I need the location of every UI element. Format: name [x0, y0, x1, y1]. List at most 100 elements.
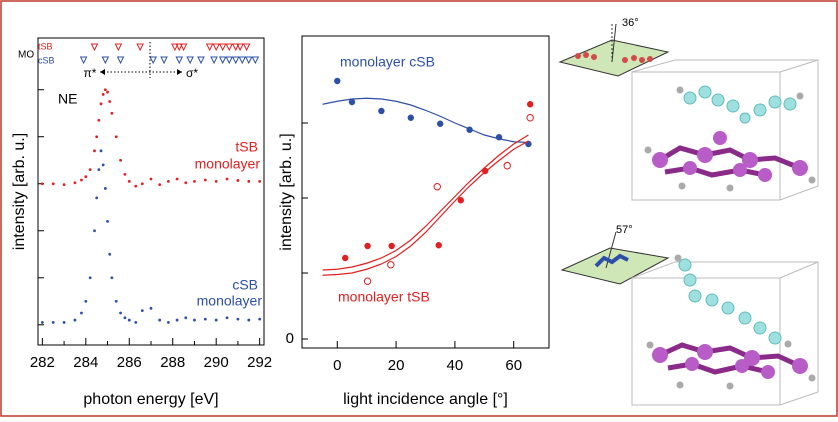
annotation: tSB [235, 139, 258, 155]
molecule-top [558, 23, 819, 201]
x-axis-title: photon energy [eV] [83, 391, 218, 408]
mo-level [136, 43, 144, 52]
annotation: cSB [38, 55, 55, 65]
mo-level [225, 56, 234, 65]
data-point [127, 318, 131, 322]
mo-level [149, 56, 157, 65]
data-point [51, 321, 55, 324]
x-tick-label: 288 [160, 354, 185, 371]
y-axis-title: intensity [arb. u.] [11, 133, 28, 250]
data-point [158, 183, 162, 187]
data-point [348, 98, 356, 106]
x-tick-label: 282 [30, 354, 55, 371]
data-point [97, 118, 101, 122]
data-point [437, 120, 444, 127]
data-point [84, 299, 88, 303]
data-point [127, 179, 131, 183]
mo-level [186, 56, 194, 65]
tilt-label: 57° [616, 224, 633, 236]
data-point [84, 175, 88, 179]
plot-area [301, 35, 550, 349]
data-point [193, 318, 196, 322]
data-point [93, 229, 96, 233]
annotation: cSB [232, 277, 258, 293]
data-point [236, 317, 240, 321]
data-point [193, 179, 196, 183]
mo-level [212, 43, 221, 52]
data-point [158, 318, 162, 322]
data-point [503, 162, 511, 170]
data-point [99, 149, 103, 153]
data-point [214, 318, 218, 322]
data-point [134, 321, 138, 324]
x-tick-label: 284 [73, 354, 98, 371]
data-point [134, 184, 138, 188]
annotation: tSB [38, 41, 53, 51]
data-point [203, 178, 207, 182]
data-point [236, 179, 240, 182]
data-point [247, 179, 251, 183]
mo-level [236, 43, 244, 52]
data-point [119, 158, 122, 162]
data-point [88, 168, 92, 172]
data-point [225, 316, 229, 320]
y-tick-label: 0 [286, 330, 294, 347]
fit-line [322, 140, 529, 276]
y-axis-title: intensity [arb. u.] [278, 133, 295, 250]
data-point [110, 111, 114, 115]
mo-level [101, 56, 110, 65]
data-point [175, 177, 179, 181]
mo-level [197, 56, 205, 65]
data-point [93, 149, 96, 153]
data-point [149, 177, 153, 181]
data-point [95, 135, 99, 139]
data-point [149, 306, 153, 310]
data-point [62, 321, 66, 324]
mo-level [242, 43, 251, 52]
mo-level [116, 56, 125, 65]
mo-level [231, 43, 240, 52]
data-point [433, 183, 441, 191]
data-point [342, 254, 349, 262]
mo-level [244, 56, 253, 65]
tilt-label: 36° [622, 17, 639, 29]
data-point [103, 88, 107, 92]
data-point [214, 179, 218, 183]
data-point [114, 135, 118, 139]
mo-level [179, 43, 188, 52]
annotation: σ* [186, 66, 198, 80]
annotation: NE [58, 91, 77, 107]
mo-level [225, 43, 234, 52]
data-point [73, 318, 77, 322]
data-point [99, 102, 103, 106]
data-point [119, 311, 122, 315]
mo-level [171, 43, 179, 52]
data-point [258, 317, 262, 321]
data-point [40, 182, 44, 186]
mo-level [79, 56, 88, 65]
mo-level [160, 56, 168, 65]
data-point [123, 316, 127, 320]
annotation: MO [18, 50, 34, 61]
data-point [388, 242, 395, 250]
x-tick-label: 20 [388, 357, 405, 374]
data-point [184, 181, 188, 185]
data-point [140, 182, 144, 186]
data-point [95, 196, 99, 200]
fit-line [322, 97, 529, 144]
x-axis-title: light incidence angle [°] [343, 391, 508, 408]
annotation: monolayer tSB [338, 289, 430, 305]
data-point [526, 101, 534, 108]
data-point [166, 321, 170, 324]
mo-level [231, 56, 240, 65]
data-point [88, 276, 92, 280]
annotation: monolayer [195, 156, 261, 172]
data-point [435, 242, 442, 249]
x-tick-label: 292 [247, 354, 272, 371]
annotation: π* [84, 66, 97, 80]
data-point [175, 318, 179, 322]
data-point [106, 219, 109, 223]
data-point [457, 197, 464, 204]
mo-level [175, 56, 184, 65]
data-point [363, 277, 372, 285]
